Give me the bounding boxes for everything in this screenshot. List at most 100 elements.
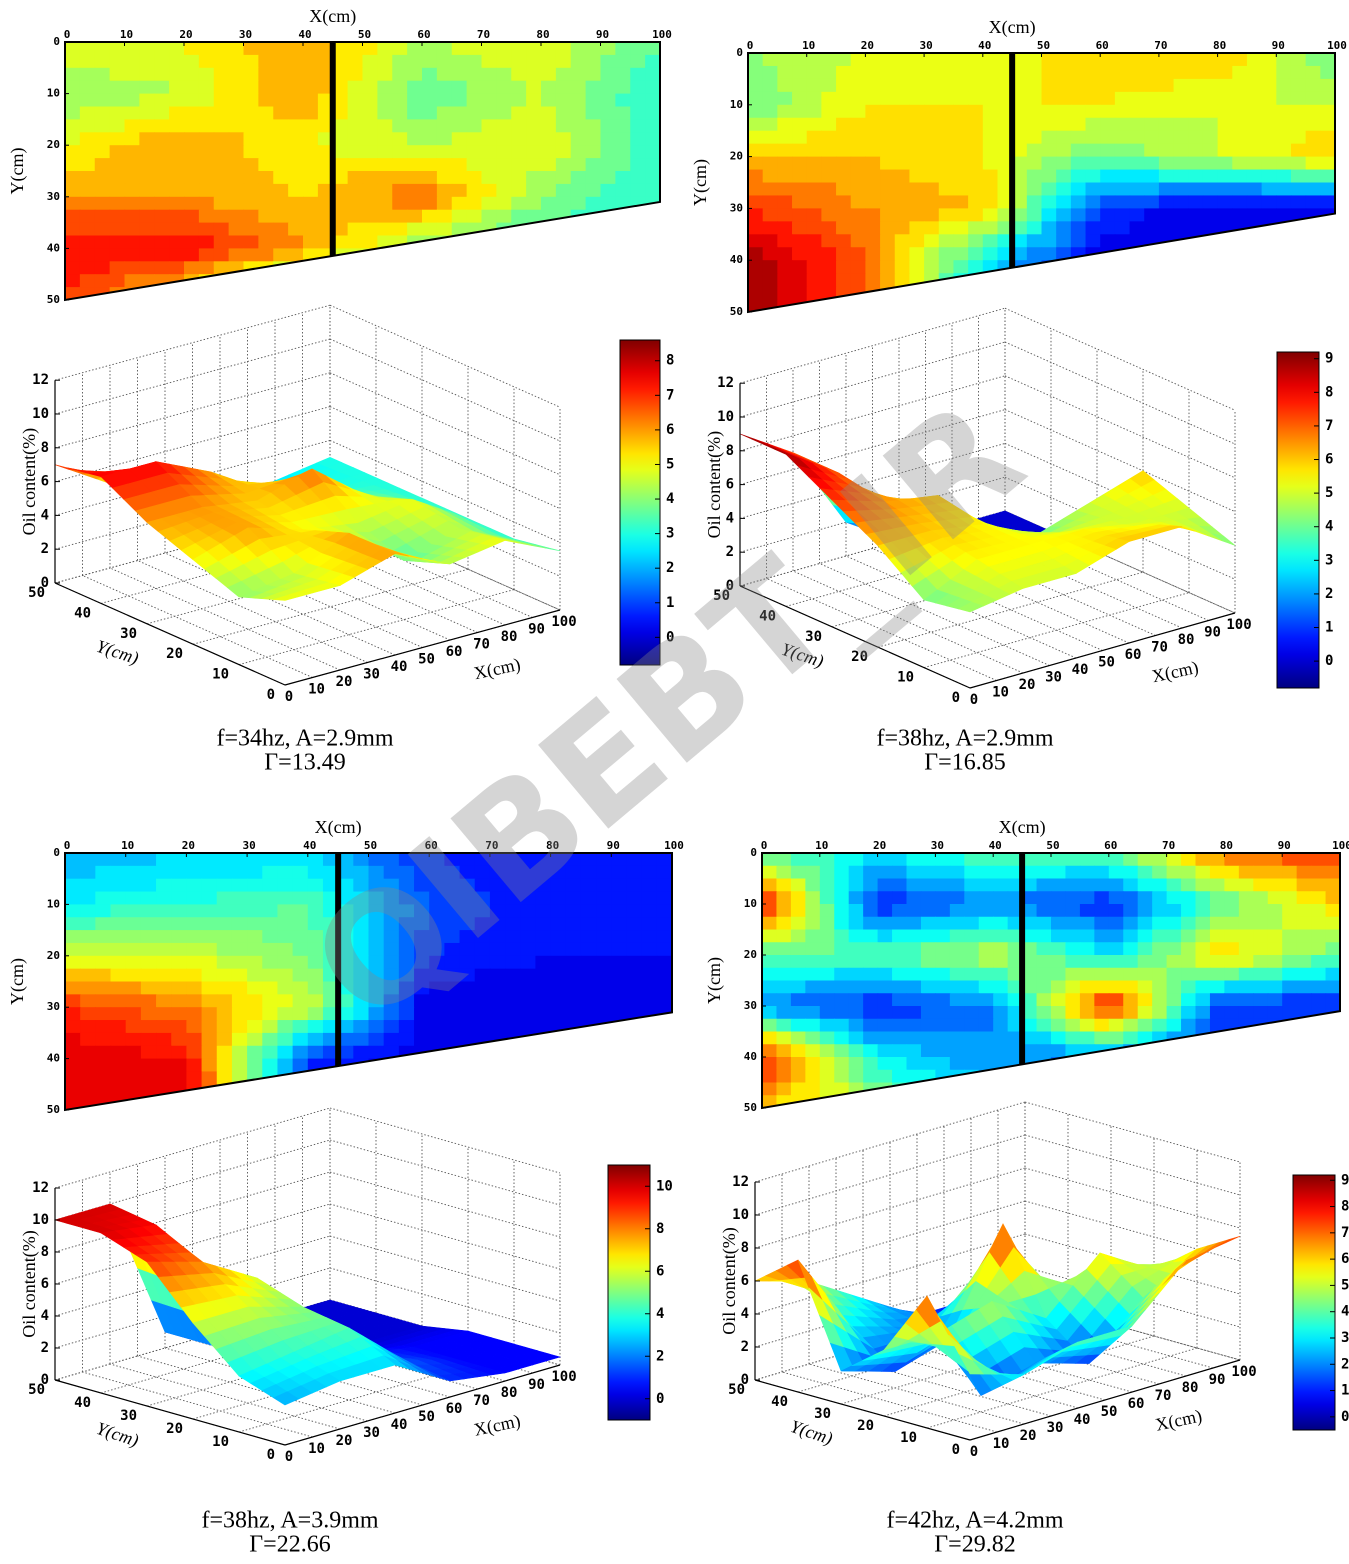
contour-cell [979,981,994,994]
contour-cell [1152,942,1167,955]
contour-cell [202,1059,218,1072]
contour-cell [392,42,407,56]
contour-cell [1159,105,1174,119]
contour-cell [964,904,979,917]
contour-cell [214,274,229,288]
contour-cell [1037,1044,1052,1057]
contour-cell [258,287,273,301]
contour-cell [863,1057,878,1070]
contour-cell [1181,968,1196,981]
contour-cell [596,1007,612,1020]
contour-cell [762,917,777,930]
colorbar-tick-label: 4 [666,491,674,507]
contour-cell [1239,981,1254,994]
contour-cell [1232,131,1247,145]
contour-cell [907,1095,922,1108]
contour-cell [1144,79,1159,93]
contour-cell [1297,1044,1312,1057]
contour-cell [1159,170,1174,184]
contour-cell [939,234,954,248]
contour-cell [763,118,778,132]
contour-cell [392,261,407,275]
contour-cell [1051,1032,1066,1045]
contour-cell [1065,1095,1080,1108]
contour-cell [807,131,822,145]
contour-cell [186,1046,202,1059]
contour-cell [80,287,95,301]
contour-cell [1027,66,1042,80]
contour-cell [748,118,763,132]
contour-cell [983,170,998,184]
x-tick-label: 0 [285,1449,293,1465]
grid-line [330,339,560,441]
contour-cell [1247,260,1262,274]
contour-cell [1282,917,1297,930]
contour-cell [1218,286,1233,300]
grid-line [1025,1135,1240,1195]
contour-cell [849,968,864,981]
colorbar-tick-label: 5 [1325,485,1333,501]
contour-cell [1232,66,1247,80]
contour-cell [1109,981,1124,994]
contour-cell [1196,981,1211,994]
contour-cell [1065,1019,1080,1032]
contour-cell [1100,157,1115,171]
contour-cell [880,66,895,80]
contour-cell [924,299,939,313]
contour-cell [490,1007,506,1020]
contour-cell [581,982,597,995]
contour-cell [1037,879,1052,892]
contour-cell [141,1071,157,1084]
contour-cell [1188,286,1203,300]
contour-cell [258,94,273,108]
contour-cell [111,1007,127,1020]
contour-cell [1311,1057,1326,1070]
contour-cell [892,942,907,955]
contour-cell [139,223,154,237]
colorbar-tick-label: 9 [1325,351,1333,367]
contour-cell [496,248,511,262]
contour-cell [909,208,924,222]
contour-cell [111,994,127,1007]
contour-cell [126,904,142,917]
contour-cell [611,1097,627,1110]
contour-cell [924,92,939,106]
contour-cell [1291,221,1306,235]
contour-cell [125,274,140,288]
contour-cell [126,1033,142,1046]
contour-cell [1123,942,1138,955]
contour-cell [154,261,169,275]
contour-cell [526,158,541,172]
x-tick-label: 40 [391,1417,408,1433]
contour-cell [1130,247,1145,261]
contour-cell [1181,917,1196,930]
contour-cell [1282,1095,1297,1108]
contour-cell [1042,131,1057,145]
contour-cell [921,942,936,955]
contour-cell [202,956,218,969]
contour-cell [141,1033,157,1046]
contour-cell [1218,92,1233,106]
contour-cell [1239,1032,1254,1045]
colorbar-tick-label: 8 [666,353,674,369]
contour-cell [202,853,218,866]
contour-cell [630,287,645,301]
contour-cell [1080,955,1095,968]
contour-cell [156,956,172,969]
z-tick-label: 0 [41,1372,49,1388]
contour-cell [1159,299,1174,313]
contour-cell [475,1059,491,1072]
contour-cell [1051,917,1066,930]
contour-cell [1326,942,1341,955]
contour-cell [880,234,895,248]
contour-cell [1268,904,1283,917]
y-tick-label: 40 [47,241,60,254]
contour-cell [1071,221,1086,235]
contour-cell [186,982,202,995]
contour-cell [482,94,497,108]
contour-cell [229,81,244,95]
contour-cell [878,968,893,981]
contour-cell [983,195,998,209]
contour-cell [229,171,244,185]
contour-cell [437,274,452,288]
